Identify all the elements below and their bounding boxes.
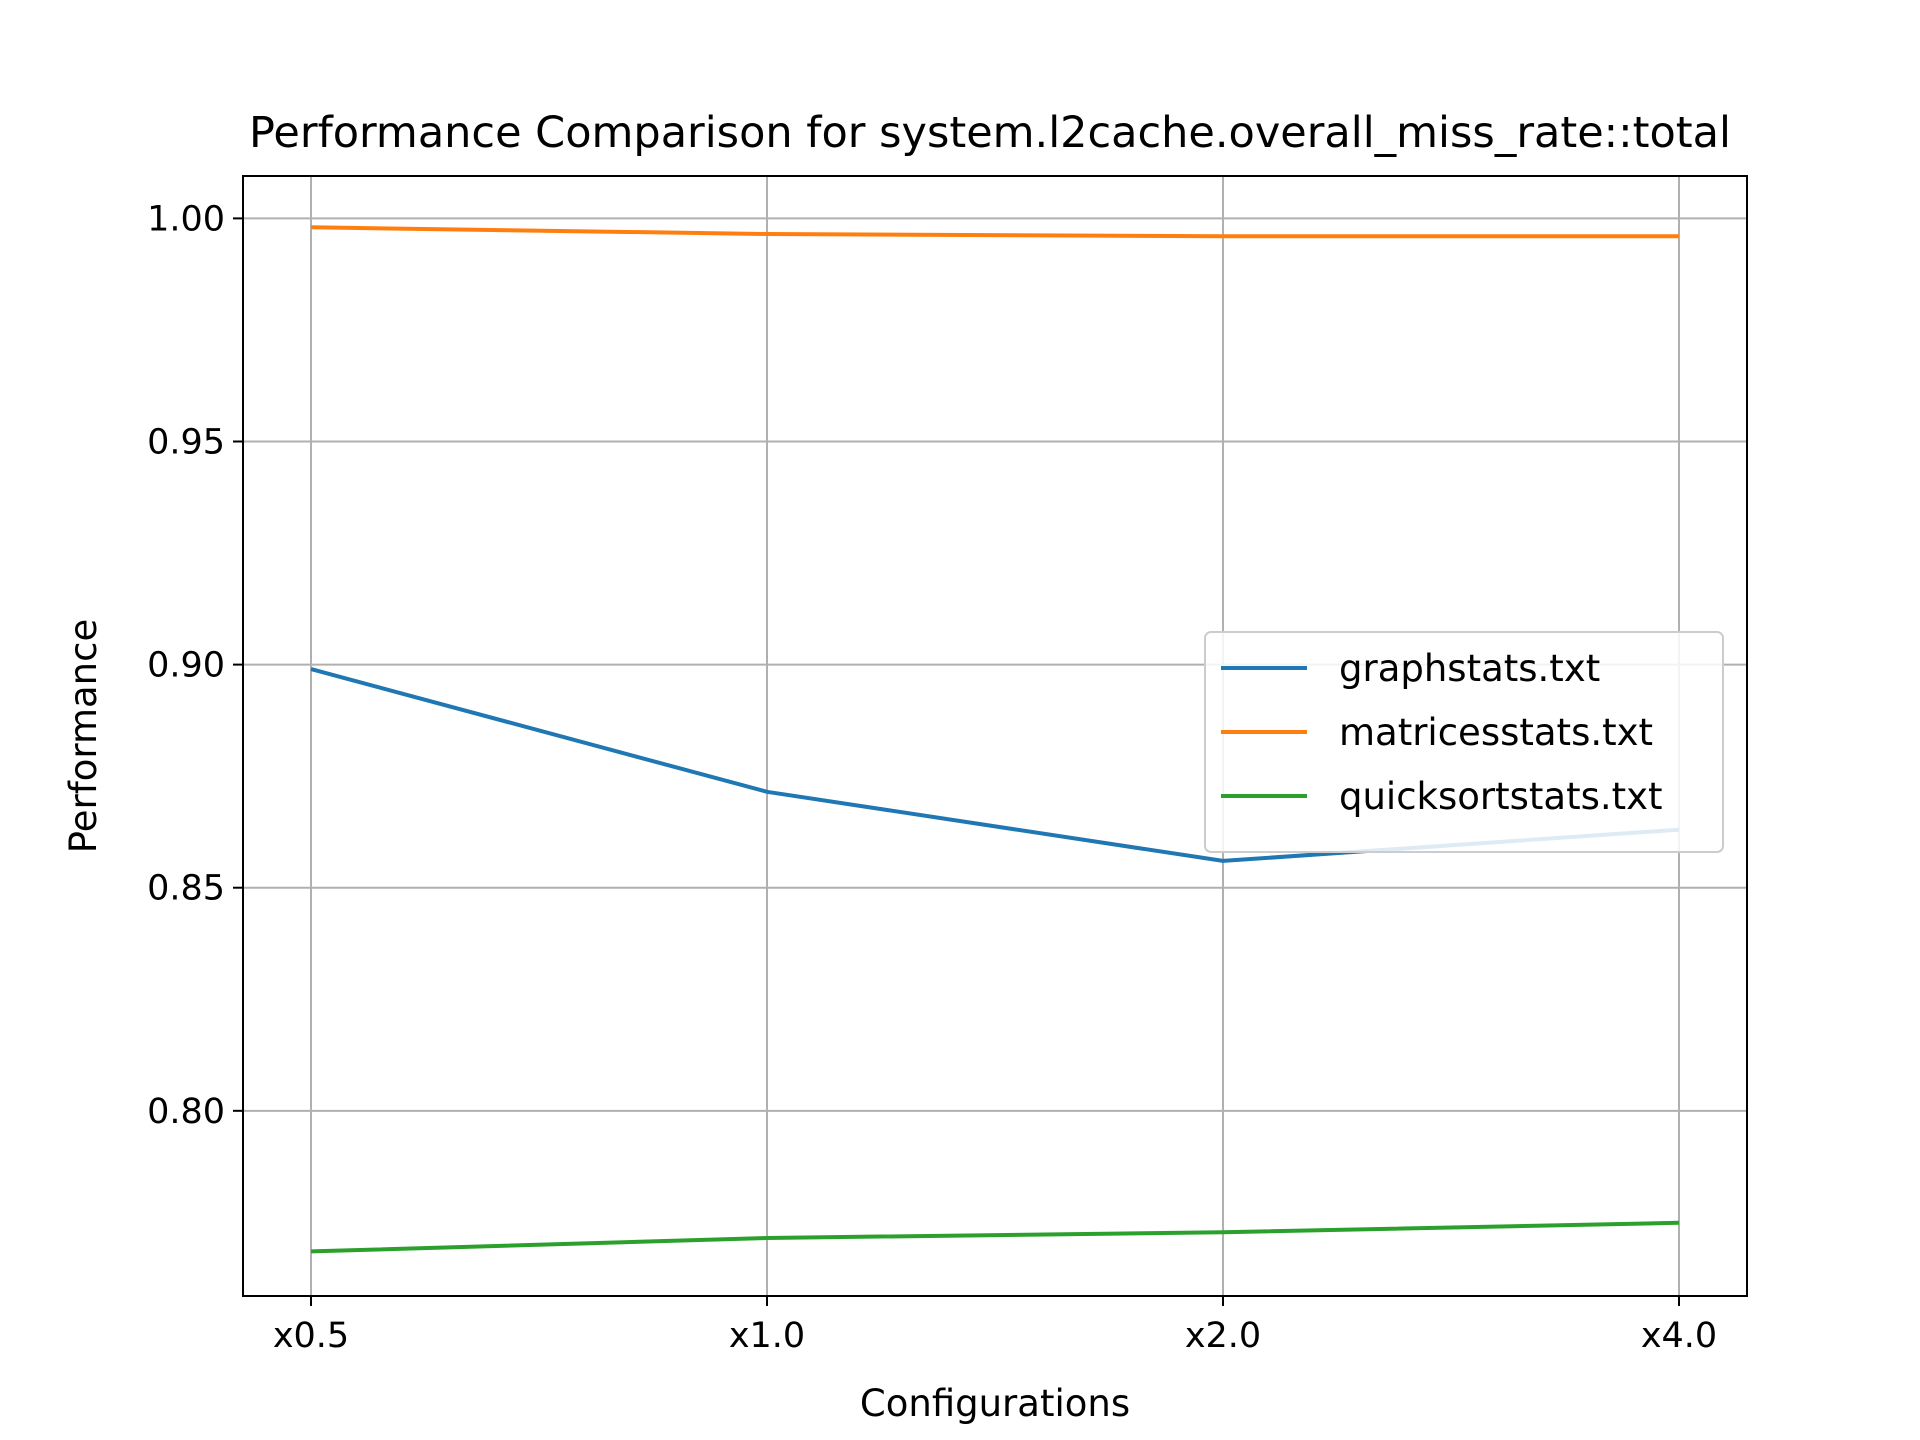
legend-label: quicksortstats.txt [1339, 775, 1663, 818]
y-tick-label: 1.00 [147, 199, 225, 239]
x-tick-label: x1.0 [729, 1316, 805, 1356]
legend-box [1204, 631, 1724, 853]
grid-lines [243, 176, 1747, 1296]
chart-title: Performance Comparison for system.l2cach… [249, 108, 1731, 158]
y-axis-label: Performance [62, 619, 105, 853]
legend-label: graphstats.txt [1339, 647, 1600, 690]
y-tick-label: 0.90 [147, 646, 225, 686]
series-line [310, 225, 1679, 239]
legend: graphstats.txt matricesstats.txt quicksort… [1204, 631, 1724, 853]
legend-label: matricesstats.txt [1339, 711, 1653, 754]
plot-frame [242, 175, 1748, 1297]
x-axis-label: Configurations [860, 1382, 1130, 1425]
x-axis-ticks: x0.5 x1.0 x2.0 x4.0 [273, 1296, 1717, 1356]
x-tick-label: x2.0 [1185, 1316, 1261, 1356]
x-tick-label: x0.5 [273, 1316, 349, 1356]
series-line [310, 1220, 1680, 1254]
x-tick-label: x4.0 [1641, 1316, 1717, 1356]
y-axis-ticks: 0.80 0.85 0.90 0.95 1.00 [147, 199, 243, 1132]
y-tick-label: 0.95 [147, 422, 225, 462]
y-tick-label: 0.80 [147, 1092, 225, 1132]
y-tick-label: 0.85 [147, 869, 225, 909]
